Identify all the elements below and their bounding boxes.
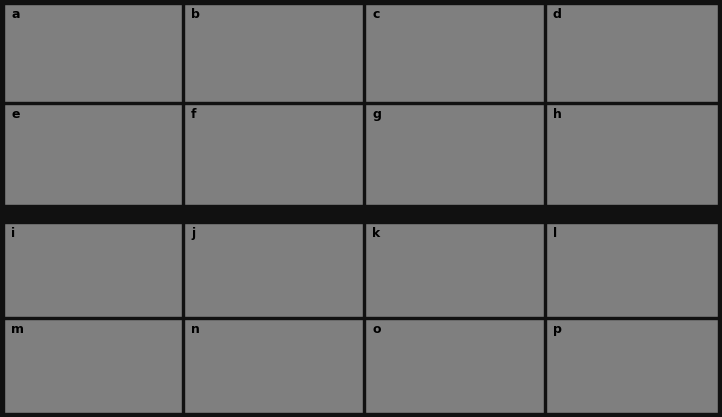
Text: h: h bbox=[553, 108, 562, 121]
Text: i: i bbox=[11, 227, 15, 240]
Text: o: o bbox=[372, 323, 380, 336]
Text: j: j bbox=[191, 227, 195, 240]
Text: m: m bbox=[11, 323, 24, 336]
Text: l: l bbox=[553, 227, 557, 240]
Text: k: k bbox=[372, 227, 380, 240]
Text: f: f bbox=[191, 108, 196, 121]
Text: b: b bbox=[191, 8, 200, 21]
Text: g: g bbox=[372, 108, 381, 121]
Text: n: n bbox=[191, 323, 200, 336]
Text: p: p bbox=[553, 323, 562, 336]
Text: e: e bbox=[11, 108, 19, 121]
Text: c: c bbox=[372, 8, 380, 21]
Text: a: a bbox=[11, 8, 19, 21]
Text: d: d bbox=[553, 8, 562, 21]
